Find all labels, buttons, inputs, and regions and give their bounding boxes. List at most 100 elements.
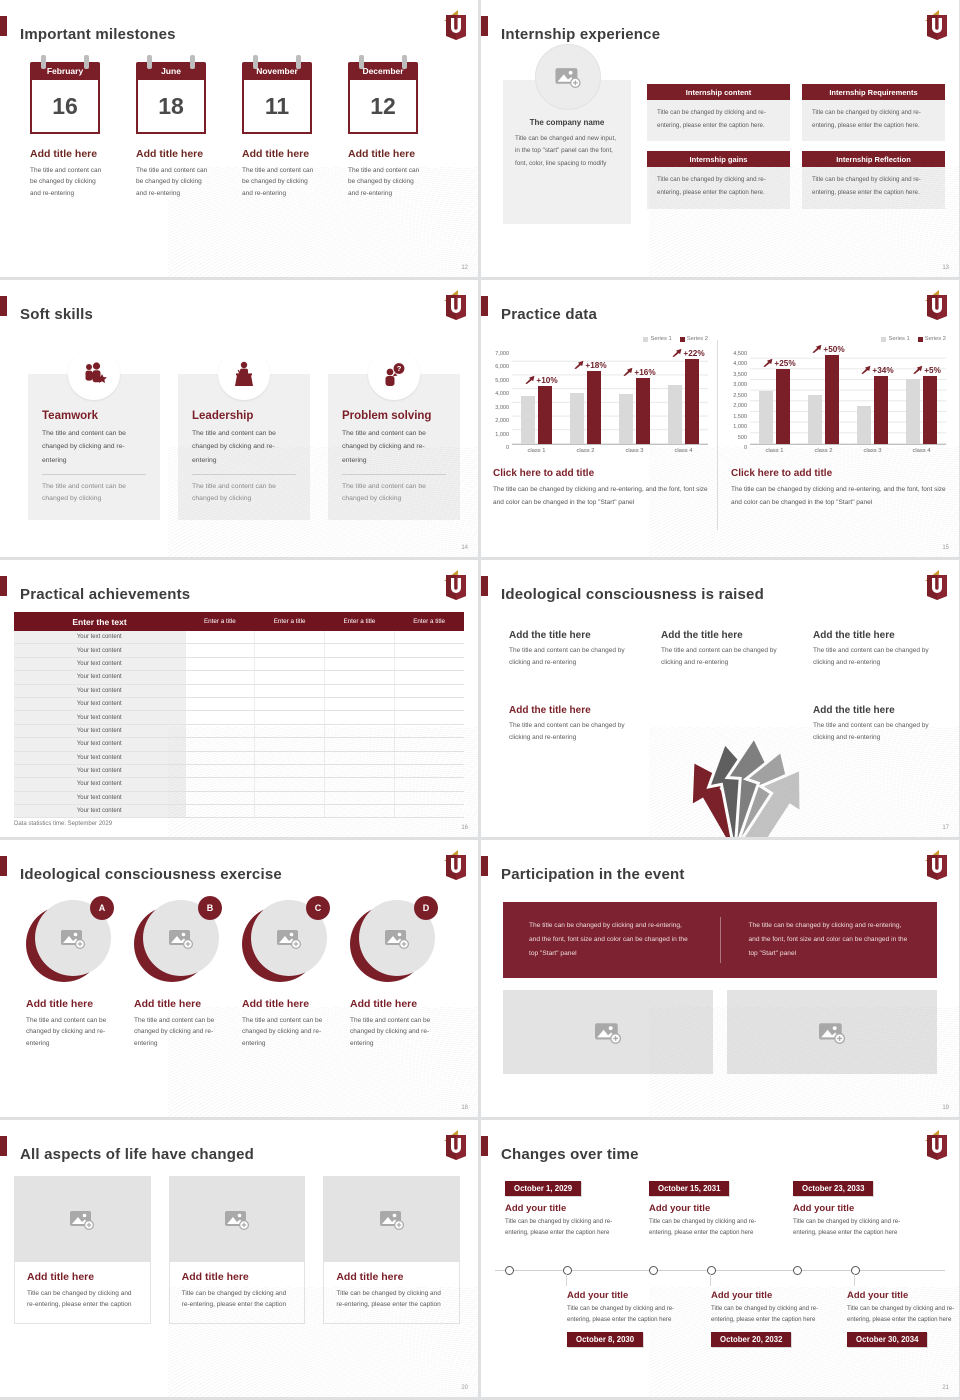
slide-practice-data[interactable]: Practice data Series 1 Series 2 7,000 6,0…: [481, 280, 959, 557]
university-logo-icon: [444, 850, 466, 880]
image-placeholder: [168, 1176, 306, 1262]
table-cell: [324, 764, 395, 779]
slide-participation[interactable]: Participation in the event The title can…: [481, 840, 959, 1117]
item-title: Add title here: [27, 1271, 95, 1283]
item-title: Add title here: [134, 998, 202, 1010]
table-row: Your text content: [14, 670, 464, 685]
calendar-hanger: [296, 55, 301, 69]
table-cell: [393, 791, 464, 806]
slide-consciousness-raised[interactable]: Ideological consciousness is raised Add …: [481, 560, 959, 837]
box-title: Internship gains: [647, 151, 790, 168]
calendar-hanger: [190, 55, 195, 69]
date-badge: October 23, 2033: [793, 1181, 874, 1196]
item-title: Add the title here: [661, 630, 743, 641]
item-body: The title and content can be changed by …: [509, 647, 625, 667]
item-title: Add the title here: [509, 705, 591, 716]
page-title: Practical achievements: [20, 586, 191, 604]
item-body: The title and content can be changed by …: [134, 1017, 215, 1047]
image-placeholder: [14, 1176, 151, 1262]
page-title: Participation in the event: [501, 866, 685, 884]
item-title: Add title here: [26, 998, 94, 1010]
item-title: Add your title: [793, 1203, 855, 1214]
table-cell: [324, 670, 395, 685]
table-row: Your text content: [14, 764, 464, 779]
table-cell: [393, 684, 464, 698]
table-header-cell: Enter a title: [324, 612, 395, 631]
slide-internship-experience[interactable]: Internship experience The company name T…: [481, 0, 959, 277]
page-title: Internship experience: [501, 26, 661, 44]
table-cell: [184, 657, 255, 672]
page-number: 19: [942, 1105, 949, 1111]
chart-caption-body: The title can be changed by clicking and…: [731, 486, 946, 506]
calendar-month: June: [136, 62, 206, 80]
table-cell: [324, 684, 395, 698]
skill-body-2: The title and content can be changed by …: [192, 482, 276, 502]
y-axis-labels: 7,000 6,000 5,000 4,000 3,000 2,000 1,000 0: [495, 351, 509, 451]
table-cell: [393, 670, 464, 685]
banner-divider: [719, 917, 721, 963]
table-cell: Your text content: [14, 670, 185, 685]
item-title: Add title here: [242, 148, 310, 160]
plot-area: +25% +50% +34% +5%: [750, 345, 946, 445]
skill-card-leadership: Leadership The title and content can be …: [178, 348, 310, 520]
slide-practical-achievements[interactable]: Practical achievements Enter the text En…: [0, 560, 478, 837]
item-body: The title and content can be changed by …: [30, 167, 102, 197]
table-cell: [254, 657, 325, 672]
skill-title: Teamwork: [42, 410, 99, 422]
calendar-icon: February 16: [30, 55, 100, 134]
letter-badge: A: [90, 896, 114, 920]
item-body: The title and content can be changed by …: [350, 1017, 431, 1047]
item-body: The title and content can be changed by …: [813, 647, 929, 667]
table-header-cell: Enter a title: [185, 612, 255, 631]
item-body: The title and content can be changed by …: [661, 647, 777, 667]
box-title: Internship Requirements: [802, 84, 945, 100]
table-header-cell: Enter a title: [254, 612, 325, 631]
slide-consciousness-exercise[interactable]: Ideological consciousness exercise A Add…: [0, 840, 478, 1117]
skill-title: Leadership: [192, 410, 254, 422]
timeline-connector: [710, 1274, 711, 1286]
table-cell: [393, 697, 464, 712]
circle-graphic: D: [350, 896, 438, 986]
timeline-axis: [495, 1270, 945, 1271]
item-title: Add title here: [336, 1271, 404, 1283]
item-body: Title can be changed by clicking and re-…: [505, 1218, 613, 1236]
slide-life-changed[interactable]: All aspects of life have changed Add tit…: [0, 1120, 478, 1397]
milestone-item: February 16 Add title here The title and…: [30, 55, 102, 199]
leadership-icon: [218, 348, 270, 400]
university-logo-icon: [444, 10, 466, 40]
title-accent-bar: [0, 576, 7, 596]
date-badge: October 1, 2029: [505, 1181, 582, 1196]
university-logo-icon: [444, 290, 466, 320]
table-cell: [184, 684, 255, 698]
life-cards: Add title here Title can be changed by c…: [14, 1176, 461, 1324]
skill-card-problem-solving: ? Problem solving The title and content …: [328, 348, 460, 520]
slide-soft-skills[interactable]: Soft skills Teamwork The title and conte…: [0, 280, 478, 557]
table-body: Your text content Your text content: [14, 631, 464, 819]
internship-box: Internship Requirements Title can be cha…: [802, 84, 945, 142]
page-number: 21: [942, 1385, 949, 1391]
life-card: Add title here Title can be changed by c…: [323, 1176, 461, 1324]
item-body: The title and content can be changed by …: [348, 167, 420, 197]
university-logo-icon: [925, 570, 947, 600]
calendar-month: November: [242, 62, 312, 80]
table-cell: [324, 631, 395, 645]
slide-changes-over-time[interactable]: Changes over time October 1, 2029 Add yo…: [481, 1120, 959, 1397]
calendar-day: 11: [242, 80, 312, 134]
table-row: Your text content: [14, 684, 464, 698]
page-title: Ideological consciousness exercise: [20, 866, 282, 884]
timeline-node: [563, 1266, 572, 1275]
table-row: Your text content: [14, 791, 464, 806]
skill-body-2: The title and content can be changed by …: [342, 482, 426, 502]
slide-important-milestones[interactable]: Important milestones February 16 Add tit…: [0, 0, 478, 277]
table-cell: [393, 764, 464, 779]
university-logo-icon: [925, 850, 947, 880]
timeline-connector: [854, 1274, 855, 1286]
chart-caption-title: Click here to add title: [493, 468, 595, 479]
table-cell: [184, 670, 255, 685]
letter-badge: D: [414, 896, 438, 920]
item-title: Add your title: [711, 1290, 773, 1301]
table-cell: [254, 804, 325, 819]
chart-panel-right: Series 1 Series 2 4,500 4,000 3,500 3,000 2,…: [731, 336, 946, 509]
chart-legend: Series 1 Series 2: [731, 336, 946, 342]
item-body: Title can be changed by clicking and re-…: [847, 1305, 955, 1323]
